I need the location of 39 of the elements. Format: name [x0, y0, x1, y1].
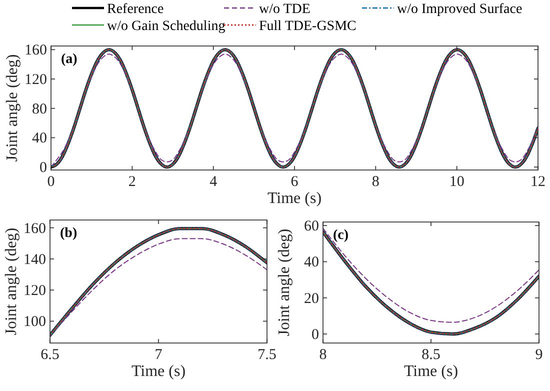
legend-label: Full TDE-GSMC: [259, 19, 356, 34]
y-axis-title: Joint angle (deg): [3, 228, 20, 336]
x-tick-label: 10: [449, 174, 464, 190]
x-tick-label: 6.5: [40, 347, 60, 363]
y-axis-title: Joint angle (deg): [4, 54, 21, 162]
y-tick-label: 100: [24, 314, 46, 330]
y-tick-label: 60: [304, 218, 319, 235]
x-tick-label: 4: [210, 174, 218, 190]
legend-label: Reference: [107, 2, 164, 17]
x-tick-label: 6: [290, 174, 299, 190]
legend-label: w/o Gain Scheduling: [107, 19, 226, 34]
y-tick-label: 40: [304, 254, 319, 271]
y-tick-label: 140: [24, 252, 46, 268]
y-tick-label: 160: [24, 220, 46, 237]
y-tick-label: 80: [32, 101, 47, 118]
x-axis-title: Time (s): [131, 363, 186, 380]
x-tick-label: 8.5: [422, 347, 440, 363]
x-axis-title: Time (s): [404, 363, 458, 380]
y-tick-label: 120: [24, 72, 47, 88]
legend-label: w/o TDE: [259, 2, 310, 17]
annotation: (a): [61, 52, 78, 67]
y-tick-label: 40: [32, 130, 47, 147]
annotation: (b): [60, 226, 78, 241]
y-tick-label: 0: [40, 160, 47, 176]
x-tick-label: 7: [154, 347, 163, 363]
annotation: (c): [333, 228, 349, 243]
y-axis-title: Joint angle (deg): [276, 228, 293, 336]
x-tick-label: 8: [372, 174, 380, 190]
x-tick-label: 2: [128, 174, 136, 190]
y-tick-label: 160: [24, 42, 47, 59]
y-tick-label: 0: [312, 326, 319, 343]
y-tick-label: 120: [24, 283, 46, 300]
x-tick-label: 9: [535, 347, 543, 363]
x-tick-label: 7.5: [258, 347, 276, 363]
x-tick-label: 8: [319, 347, 327, 363]
x-tick-label: 12: [530, 174, 546, 190]
legend-label: w/o Improved Surface: [397, 2, 522, 17]
x-axis-title: Time (s): [267, 190, 322, 207]
y-tick-label: 20: [304, 290, 319, 307]
